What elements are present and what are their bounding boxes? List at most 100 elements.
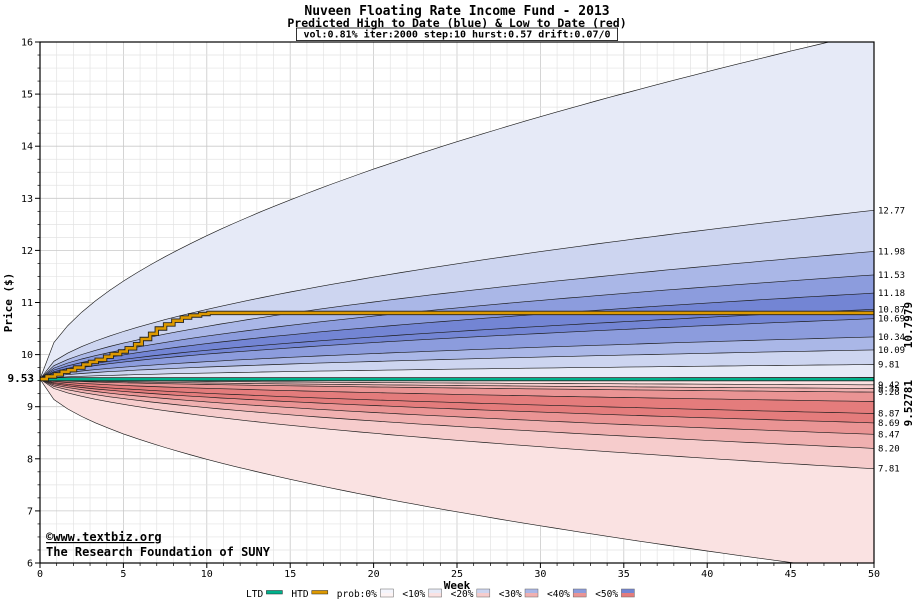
percentile-boundary-line bbox=[40, 42, 831, 380]
right-value-label: 9.28 bbox=[878, 388, 900, 398]
percentile-boundary-line bbox=[40, 364, 874, 380]
x-tick-label: 25 bbox=[451, 569, 463, 580]
y-tick-label: 9 bbox=[27, 402, 33, 413]
x-tick-label: 0 bbox=[37, 569, 43, 580]
percentile-boundary-line bbox=[40, 336, 874, 380]
legend-prob-swatch-border bbox=[621, 588, 635, 598]
y-axis-title: Price ($) bbox=[2, 273, 15, 333]
percentile-boundary-line bbox=[40, 378, 874, 389]
low-prob-band bbox=[40, 379, 874, 469]
high-prob-band bbox=[40, 251, 874, 380]
y-tick-label: 10 bbox=[21, 350, 33, 361]
legend-prob-swatch-blue bbox=[428, 589, 442, 593]
percentile-boundary-line bbox=[40, 378, 874, 435]
ltd-final-value-label: 9.52781 bbox=[902, 380, 915, 427]
low-prob-band bbox=[40, 379, 874, 423]
low-prob-band bbox=[40, 379, 874, 563]
right-value-label: 8.87 bbox=[878, 409, 900, 419]
high-prob-band bbox=[40, 364, 874, 380]
right-value-label: 8.47 bbox=[878, 430, 900, 440]
right-value-label: 11.53 bbox=[878, 271, 905, 281]
percentile-boundary-line bbox=[40, 318, 874, 380]
legend-prob-swatch-border bbox=[428, 588, 442, 598]
right-value-label: 8.69 bbox=[878, 419, 900, 429]
x-tick-label: 40 bbox=[701, 569, 713, 580]
legend-prob-swatch-red bbox=[476, 593, 490, 597]
right-value-label: 8.20 bbox=[878, 444, 900, 454]
legend-prob-label: <30% bbox=[499, 589, 522, 600]
percentile-boundary-line bbox=[40, 378, 797, 563]
y-tick-label: 6 bbox=[27, 559, 33, 570]
watermark-org: The Research Foundation of SUNY bbox=[46, 545, 271, 559]
high-prob-band bbox=[40, 309, 874, 380]
y-tick-label: 8 bbox=[27, 454, 33, 465]
percentile-boundary-line bbox=[40, 378, 874, 449]
percentile-boundary-line bbox=[40, 292, 874, 380]
low-prob-band bbox=[40, 379, 874, 389]
low-prob-band bbox=[40, 379, 874, 449]
x-axis-title: Week bbox=[444, 579, 471, 592]
right-value-label: 10.34 bbox=[878, 333, 905, 343]
watermark-url: ©www.textbiz.org bbox=[46, 530, 162, 544]
legend-prob-label: <50% bbox=[595, 589, 618, 600]
legend-prob-swatch-red bbox=[428, 593, 442, 597]
x-tick-label: 30 bbox=[534, 569, 546, 580]
high-prob-band bbox=[40, 349, 874, 380]
legend-prob-swatch-border bbox=[476, 588, 491, 598]
high-prob-band bbox=[40, 336, 874, 380]
x-tick-label: 35 bbox=[618, 569, 630, 580]
y-tick-label: 16 bbox=[21, 38, 33, 49]
percentile-boundary-line bbox=[40, 349, 874, 380]
legend-prob-swatch-blue bbox=[525, 589, 538, 593]
y-tick-label: 11 bbox=[21, 298, 33, 309]
right-value-label: 11.98 bbox=[878, 247, 905, 257]
legend-prob-swatch-red bbox=[525, 593, 538, 597]
y-tick-label: 14 bbox=[21, 142, 33, 153]
x-tick-label: 50 bbox=[868, 569, 880, 580]
chart-params: vol:0.81% iter:2000 step:10 hurst:0.57 d… bbox=[303, 29, 610, 41]
legend-htd-label: HTD bbox=[291, 589, 308, 600]
legend-ltd-swatch bbox=[266, 590, 283, 595]
legend-ltd-label: LTD bbox=[246, 589, 263, 600]
right-value-label: 9.35 bbox=[878, 384, 900, 394]
y-tick-label: 12 bbox=[21, 246, 33, 257]
low-prob-band bbox=[40, 379, 874, 414]
percentile-boundary-line bbox=[40, 251, 874, 380]
chart-title: Nuveen Floating Rate Income Fund - 2013 bbox=[304, 4, 609, 19]
low-prob-band bbox=[40, 379, 874, 435]
legend-prob-swatch-blue bbox=[380, 589, 394, 593]
right-value-label: 12.77 bbox=[878, 206, 905, 216]
high-prob-band bbox=[40, 210, 874, 380]
x-tick-label: 20 bbox=[368, 569, 380, 580]
legend-prob-label: prob:0% bbox=[337, 589, 377, 600]
low-prob-band bbox=[40, 379, 874, 402]
percentile-boundary-line bbox=[40, 378, 874, 386]
legend-prob-swatch-blue bbox=[621, 589, 635, 593]
htd-final-value-label: 10.7979 bbox=[902, 302, 915, 348]
legend-prob-swatch-red bbox=[380, 593, 394, 597]
legend: LTD HTD prob:0% <10% <20% <30% <40% <50% bbox=[246, 588, 635, 600]
x-tick-label: 5 bbox=[120, 569, 126, 580]
legend-prob-label: <20% bbox=[451, 589, 474, 600]
y-tick-label: 7 bbox=[27, 506, 33, 517]
x-tick-label: 10 bbox=[201, 569, 213, 580]
price-lines bbox=[40, 310, 874, 382]
legend-prob-swatch-border bbox=[380, 588, 394, 598]
percentile-boundary-line bbox=[40, 274, 874, 380]
legend-prob-swatch-red bbox=[573, 593, 587, 597]
percentile-boundary-line bbox=[40, 378, 874, 424]
high-prob-band bbox=[40, 274, 874, 380]
y-tick-label: 13 bbox=[21, 194, 33, 205]
high-prob-band bbox=[40, 318, 874, 380]
right-value-label: 10.09 bbox=[878, 346, 905, 356]
params-box bbox=[296, 27, 618, 41]
percentile-boundary-line bbox=[40, 308, 874, 380]
right-value-label: 9.81 bbox=[878, 360, 900, 370]
right-value-label: 10.69 bbox=[878, 315, 905, 325]
start-price-label: 9.53 bbox=[8, 372, 35, 385]
legend-prob-swatch-border bbox=[572, 588, 587, 598]
percentile-boundary-line bbox=[40, 209, 874, 380]
legend-prob-swatch-blue bbox=[476, 589, 490, 593]
